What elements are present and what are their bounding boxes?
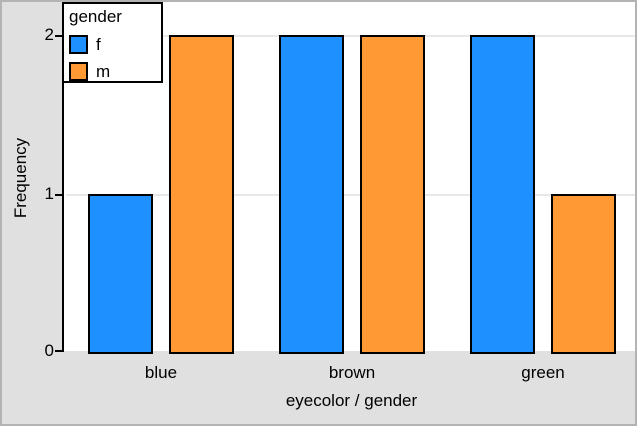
x-axis-title: eyecolor / gender — [285, 391, 418, 410]
legend-item-f[interactable]: f — [69, 35, 161, 54]
legend-title: gender — [69, 7, 122, 26]
legend-item-m[interactable]: m — [69, 62, 161, 81]
y-axis-title: Frequency — [11, 137, 30, 219]
y-tick-label: 1 — [44, 184, 54, 203]
x-category-label: green — [521, 363, 565, 382]
y-tick-mark — [55, 35, 63, 37]
legend-swatch-1 — [69, 62, 88, 81]
gridline-y-2 — [66, 35, 635, 37]
bar-green-m[interactable] — [551, 194, 616, 354]
bar-brown-f[interactable] — [279, 35, 344, 354]
bar-green-f[interactable] — [470, 35, 535, 354]
bar-blue-f[interactable] — [88, 194, 153, 354]
x-category-label: brown — [328, 363, 376, 382]
y-tick-label: 2 — [44, 25, 54, 44]
y-tick-mark — [55, 350, 63, 352]
y-axis-line — [62, 2, 64, 352]
gridline-y-1 — [66, 194, 635, 196]
legend-item-label: m — [96, 62, 111, 81]
y-tick-label: 0 — [44, 341, 54, 360]
legend-swatch-0 — [69, 35, 88, 54]
bar-brown-m[interactable] — [360, 35, 425, 354]
legend: gender f m — [62, 2, 163, 83]
y-tick-mark — [55, 194, 63, 196]
legend-item-label: f — [96, 35, 101, 54]
bar-blue-m[interactable] — [169, 35, 234, 354]
x-category-label: blue — [144, 363, 178, 382]
